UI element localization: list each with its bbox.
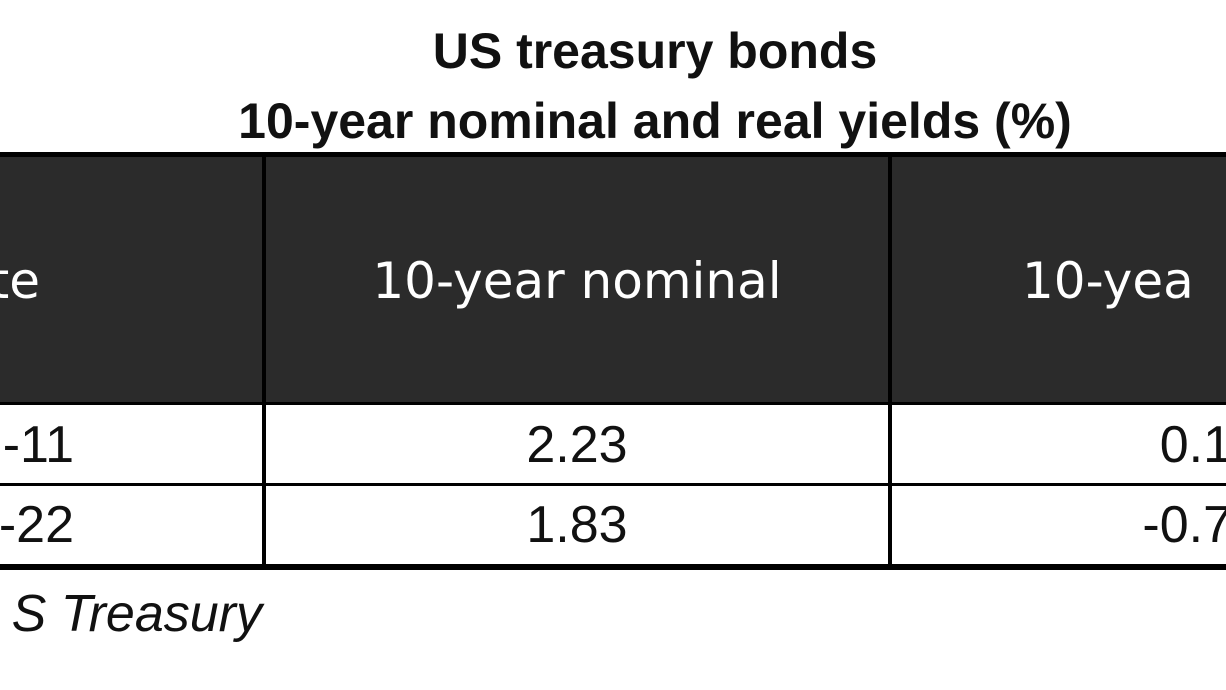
header-cell: te [0, 252, 40, 310]
cell: 0.1 [1159, 416, 1226, 474]
table-border [0, 152, 1226, 157]
table-header [0, 155, 1226, 403]
cell: 2.23 [526, 416, 628, 474]
cell: -0.7 [1142, 496, 1226, 554]
column-border [888, 155, 892, 567]
title-line: US treasury bonds [432, 23, 878, 79]
source-note: S Treasury [11, 585, 262, 643]
column-border [262, 155, 266, 567]
row-border [0, 483, 1226, 486]
cell: -11 [2, 416, 74, 474]
header-cell: 10-year nominal [372, 252, 782, 310]
title-line: 10-year nominal and real yields (%) [238, 93, 1072, 149]
table-border [0, 564, 1226, 570]
cell: -22 [0, 496, 74, 554]
row-border [0, 402, 1226, 405]
header-cell: 10-yea [1022, 252, 1194, 310]
cell: 1.83 [526, 496, 628, 554]
